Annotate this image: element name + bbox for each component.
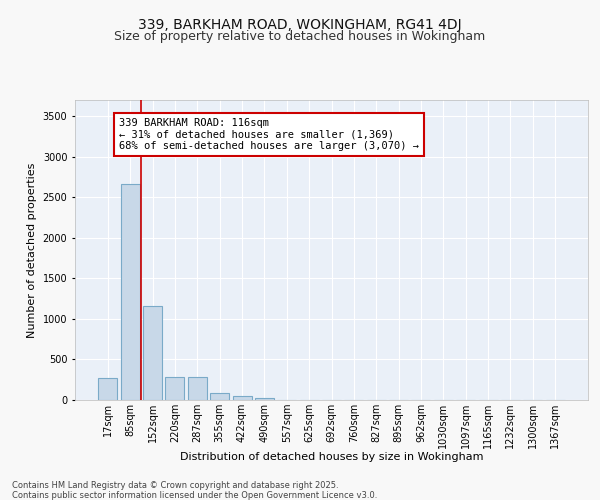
- Bar: [98, 378, 118, 400]
- Text: Size of property relative to detached houses in Wokingham: Size of property relative to detached ho…: [115, 30, 485, 43]
- Bar: [121, 184, 140, 400]
- Text: Contains public sector information licensed under the Open Government Licence v3: Contains public sector information licen…: [12, 491, 377, 500]
- Y-axis label: Number of detached properties: Number of detached properties: [27, 162, 37, 338]
- Text: 339 BARKHAM ROAD: 116sqm
← 31% of detached houses are smaller (1,369)
68% of sem: 339 BARKHAM ROAD: 116sqm ← 31% of detach…: [119, 118, 419, 151]
- Bar: [210, 393, 229, 400]
- Bar: [188, 377, 207, 400]
- Bar: [255, 398, 274, 400]
- Bar: [233, 396, 251, 400]
- X-axis label: Distribution of detached houses by size in Wokingham: Distribution of detached houses by size …: [180, 452, 483, 462]
- Text: Contains HM Land Registry data © Crown copyright and database right 2025.: Contains HM Land Registry data © Crown c…: [12, 481, 338, 490]
- Bar: [166, 377, 184, 400]
- Text: 339, BARKHAM ROAD, WOKINGHAM, RG41 4DJ: 339, BARKHAM ROAD, WOKINGHAM, RG41 4DJ: [138, 18, 462, 32]
- Bar: [143, 306, 162, 400]
